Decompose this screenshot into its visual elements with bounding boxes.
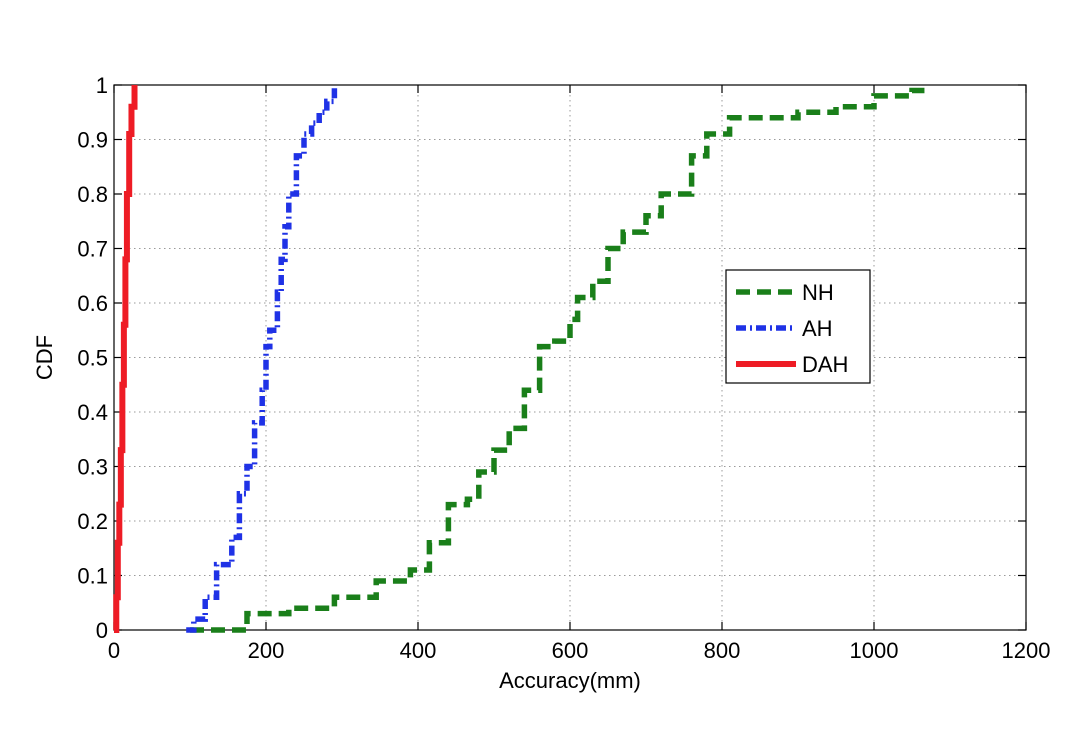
x-tick-label: 200: [248, 638, 285, 663]
x-axis-label: Accuracy(mm): [499, 668, 641, 693]
x-tick-label: 800: [704, 638, 741, 663]
y-tick-label: 0.7: [77, 237, 108, 262]
series-lines: [113, 85, 928, 633]
x-tick-label: 0: [108, 638, 120, 663]
series-line-nh: [190, 87, 928, 633]
series-line-ah: [186, 85, 338, 633]
y-tick-label: 0.9: [77, 128, 108, 153]
x-tick-label: 400: [400, 638, 437, 663]
x-tick-label: 1200: [1002, 638, 1051, 663]
y-tick-label: 1: [96, 73, 108, 98]
series-line-dah: [113, 85, 138, 633]
y-tick-label: 0.2: [77, 509, 108, 534]
y-tick-label: 0.1: [77, 564, 108, 589]
legend-label-dah: DAH: [802, 352, 848, 377]
x-tick-label: 600: [552, 638, 589, 663]
legend-label-ah: AH: [802, 316, 833, 341]
axis-ticks: 0 200 400 600 800 1000 1200 0 0.1 0.2 0.3 0.4 0.5 0.6…: [77, 73, 1050, 663]
legend-label-nh: NH: [802, 280, 834, 305]
y-tick-label: 0.6: [77, 291, 108, 316]
y-tick-label: 0.8: [77, 182, 108, 207]
y-tick-label: 0: [96, 618, 108, 643]
y-tick-label: 0.3: [77, 455, 108, 480]
y-axis-label: CDF: [32, 335, 57, 380]
x-tick-label: 1000: [850, 638, 899, 663]
y-tick-label: 0.5: [77, 346, 108, 371]
grid: [114, 85, 1026, 630]
y-tick-label: 0.4: [77, 400, 108, 425]
legend: NH AH DAH: [725, 269, 871, 384]
